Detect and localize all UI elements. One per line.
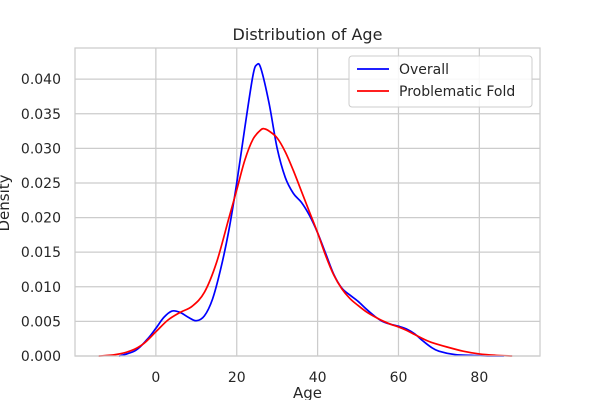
- tick-labels: 0 20 40 60 80 0.000 0.005 0.010 0.015 0.020 0.025 0…: [21, 72, 488, 386]
- series-lines: [98, 62, 513, 357]
- y-tick-label: 0.000: [21, 349, 61, 365]
- series-line-problematic-fold: [98, 127, 513, 357]
- y-tick-label: 0.035: [21, 107, 61, 123]
- y-tick-label: 0.040: [21, 72, 61, 88]
- x-tick-label: 40: [309, 370, 327, 386]
- legend-label-overall: Overall: [399, 62, 449, 78]
- plot-frame: [74, 47, 541, 357]
- y-tick-label: 0.015: [21, 245, 61, 261]
- chart-title: Distribution of Age: [233, 25, 383, 44]
- legend-label-problematic-fold: Problematic Fold: [399, 84, 515, 100]
- legend-box: [348, 55, 533, 108]
- x-tick-label: 60: [390, 370, 408, 386]
- y-tick-label: 0.020: [21, 211, 61, 227]
- y-tick-label: 0.030: [21, 141, 61, 157]
- y-axis-label: Density: [0, 174, 13, 231]
- y-tick-label: 0.010: [21, 280, 61, 296]
- y-tick-label: 0.005: [21, 314, 61, 330]
- legend: Overall Problematic Fold: [348, 55, 533, 108]
- x-tick-label: 0: [151, 370, 160, 386]
- y-tick-label: 0.025: [21, 176, 61, 192]
- x-tick-label: 80: [470, 370, 488, 386]
- x-axis-label: Age: [293, 384, 322, 400]
- x-tick-label: 20: [228, 370, 246, 386]
